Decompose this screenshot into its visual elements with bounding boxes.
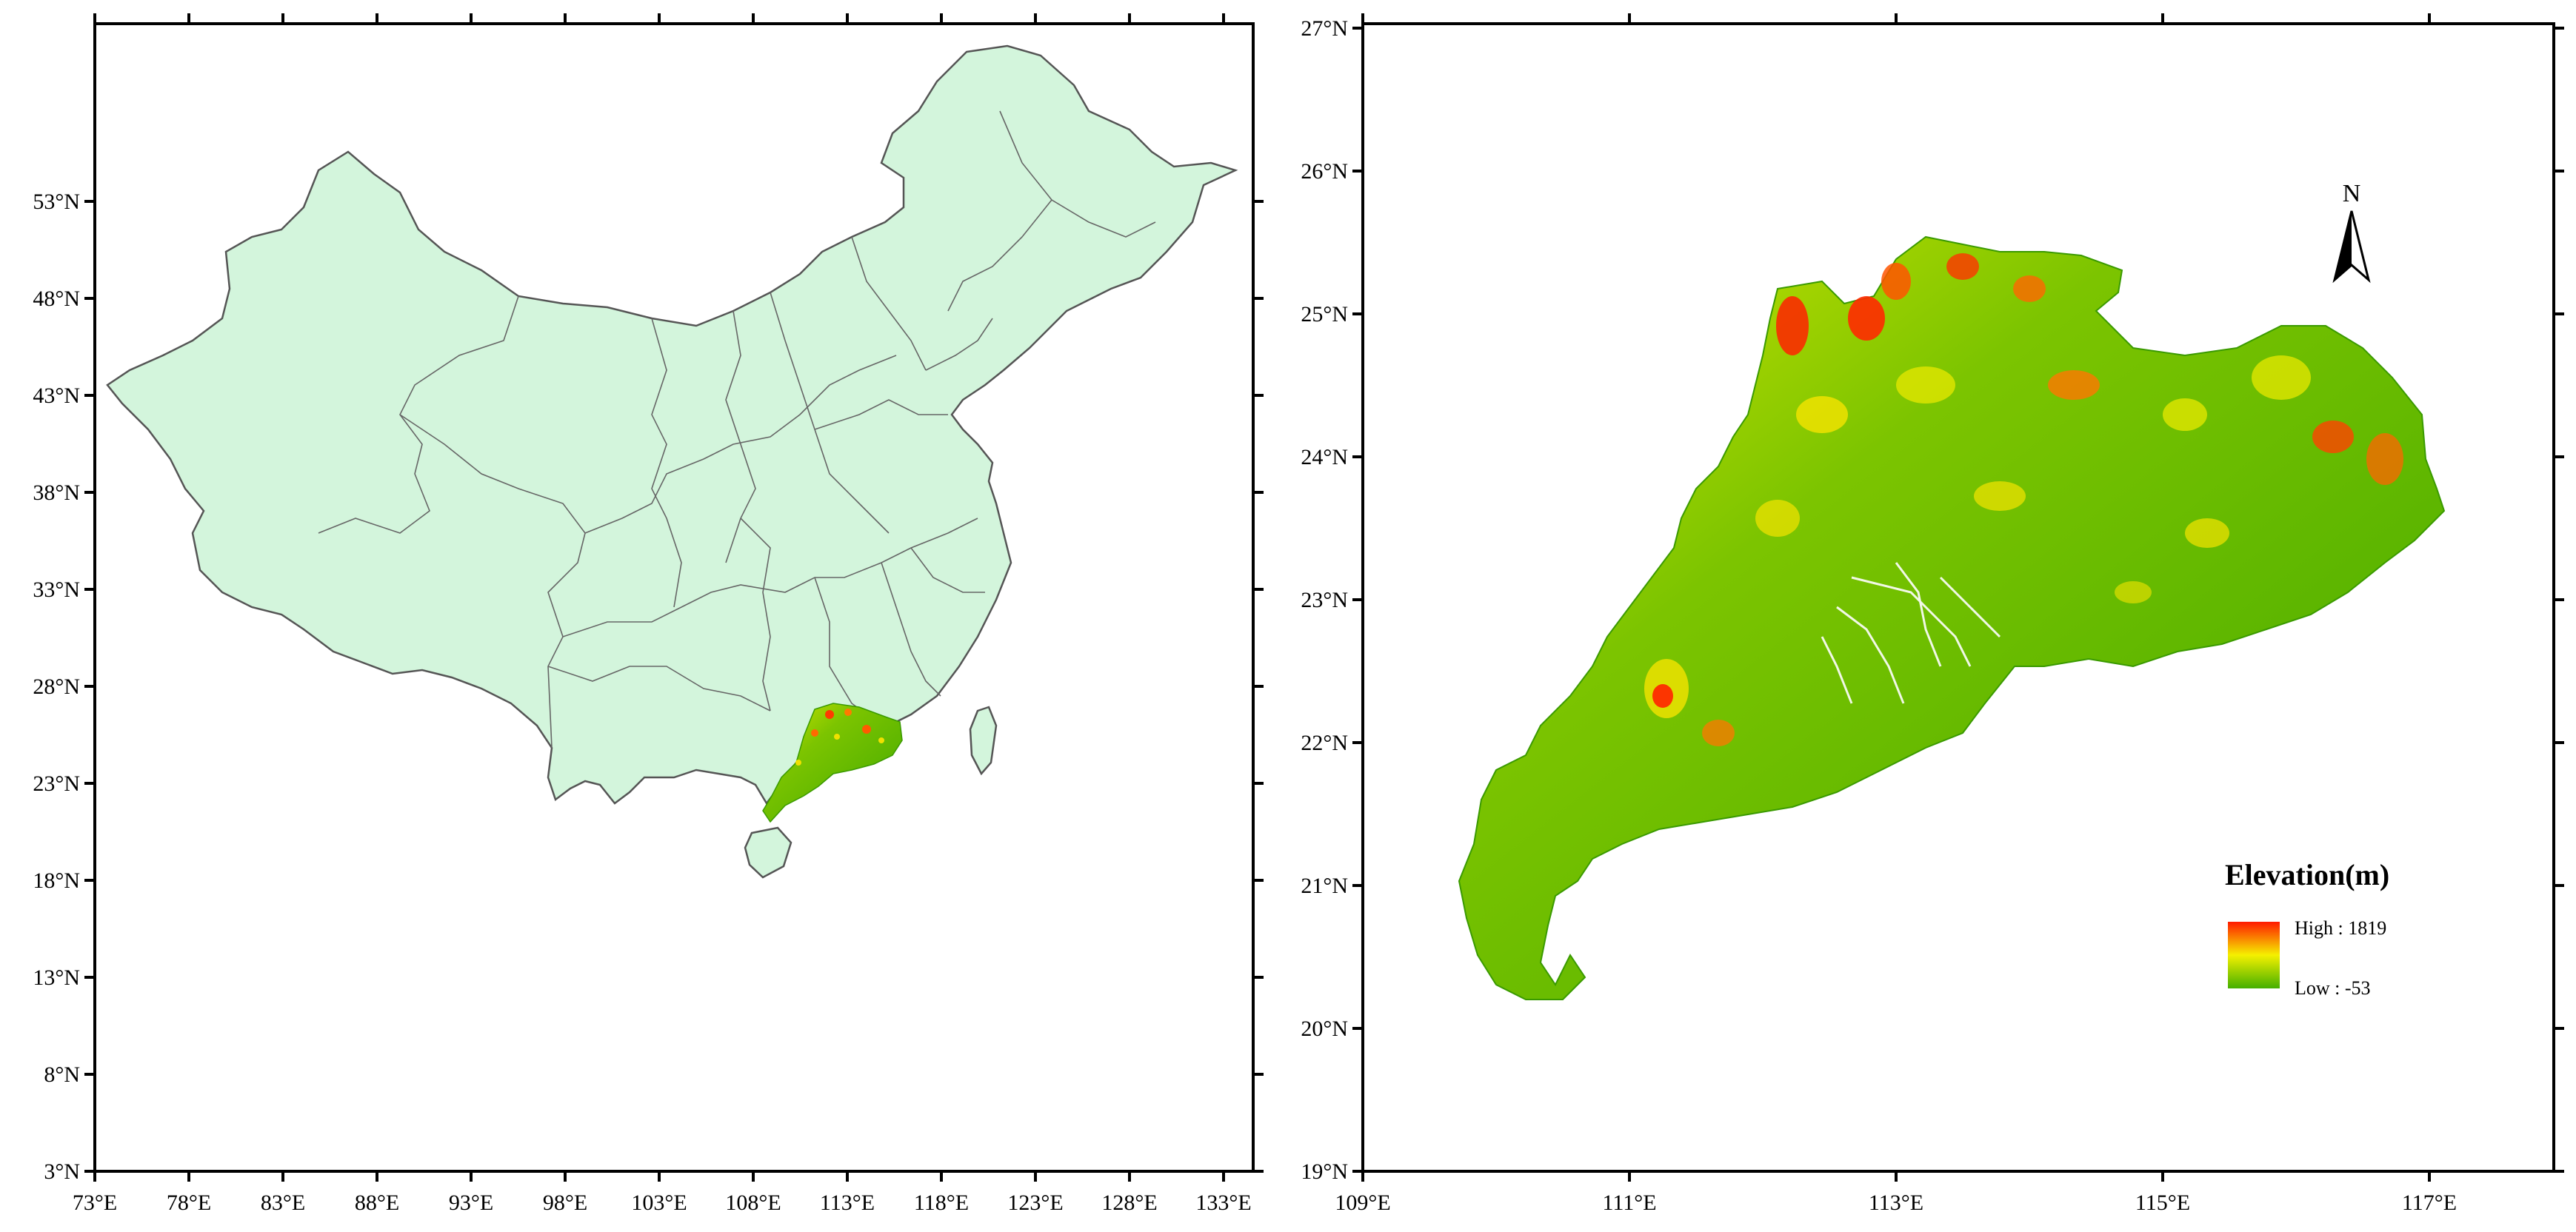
guangdong-highlight-spots xyxy=(795,709,884,766)
hainan-island xyxy=(744,826,793,879)
elevation-highlights xyxy=(1644,253,2403,746)
y-tick-label: 27°N xyxy=(1301,16,1348,41)
x-tick-label: 108°E xyxy=(725,1191,781,1215)
right-map-frame xyxy=(1361,22,2555,1173)
y-tick-label: 23°N xyxy=(1301,588,1348,612)
china-map-panel: 73°E 78°E 83°E 88°E 93°E 98°E 103°E 108°E 113°E 1… xyxy=(33,13,1264,1215)
x-tick-label: 111°E xyxy=(1602,1191,1656,1215)
y-tick-label: 13°N xyxy=(33,965,80,990)
legend-low-label: Low : -53 xyxy=(2295,977,2371,999)
x-tick-label: 93°E xyxy=(449,1191,493,1215)
x-tick-label: 118°E xyxy=(914,1191,969,1215)
left-map-frame xyxy=(93,22,1255,1173)
y-tick-label: 25°N xyxy=(1301,302,1348,327)
legend-title: Elevation(m) xyxy=(2225,858,2389,891)
x-tick-label: 117°E xyxy=(2402,1191,2457,1215)
elevation-legend: Elevation(m) High : 1819 Low : -53 xyxy=(2225,858,2389,999)
x-tick-label: 115°E xyxy=(2135,1191,2190,1215)
x-tick-label: 83°E xyxy=(261,1191,305,1215)
pearl-river-delta xyxy=(1821,562,2001,704)
x-tick-label: 103°E xyxy=(631,1191,687,1215)
y-tick-label: 48°N xyxy=(33,287,80,311)
y-tick-label: 3°N xyxy=(44,1159,80,1184)
x-tick-label: 128°E xyxy=(1101,1191,1157,1215)
y-tick-label: 21°N xyxy=(1301,874,1348,898)
x-tick-label: 109°E xyxy=(1335,1191,1390,1215)
y-tick-label: 43°N xyxy=(33,384,80,408)
y-tick-label: 20°N xyxy=(1301,1017,1348,1041)
x-tick-label: 98°E xyxy=(543,1191,587,1215)
y-tick-label: 22°N xyxy=(1301,731,1348,755)
x-tick-label: 113°E xyxy=(1869,1191,1923,1215)
y-tick-label: 18°N xyxy=(33,868,80,893)
legend-high-label: High : 1819 xyxy=(2295,917,2386,939)
taiwan-island xyxy=(969,706,998,776)
y-tick-label: 8°N xyxy=(44,1062,80,1087)
china-landmass xyxy=(106,44,1238,806)
x-tick-label: 123°E xyxy=(1007,1191,1063,1215)
y-tick-label: 19°N xyxy=(1301,1159,1348,1184)
north-arrow-label: N xyxy=(2343,180,2361,207)
x-tick-label: 73°E xyxy=(73,1191,117,1215)
x-tick-label: 88°E xyxy=(355,1191,399,1215)
guangdong-map-panel: N Elevation(m) High : 1819 Low : -53 109… xyxy=(1301,13,2564,1215)
y-tick-label: 38°N xyxy=(33,481,80,505)
y-tick-label: 26°N xyxy=(1301,159,1348,184)
y-tick-label: 33°N xyxy=(33,578,80,602)
x-tick-label: 133°E xyxy=(1195,1191,1251,1215)
province-boundaries xyxy=(318,110,1156,749)
y-tick-label: 24°N xyxy=(1301,445,1348,469)
y-tick-label: 53°N xyxy=(33,190,80,214)
y-tick-label: 28°N xyxy=(33,674,80,699)
legend-color-ramp xyxy=(2228,922,2280,988)
x-tick-label: 113°E xyxy=(820,1191,875,1215)
north-arrow: N xyxy=(2332,180,2371,284)
y-tick-label: 23°N xyxy=(33,771,80,796)
x-tick-label: 78°E xyxy=(167,1191,211,1215)
